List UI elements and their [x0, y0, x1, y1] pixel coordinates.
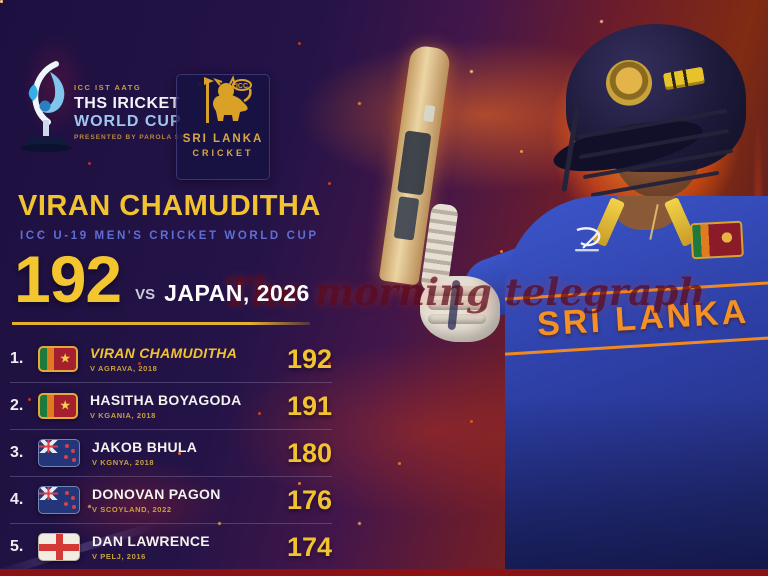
- bottom-red-strip: [0, 569, 768, 576]
- row-score: 174: [286, 531, 332, 562]
- slc-logo-title: SRI LANKA: [182, 133, 264, 145]
- svg-text:ICC: ICC: [236, 83, 248, 90]
- row-player: JAKOB BHULA V KGNYA, 2018: [92, 439, 197, 467]
- row-rank: 3.: [10, 444, 24, 461]
- icc-logo-title: THS IRICKET: [74, 94, 180, 112]
- page-title: VIRAN CHAMUDITHA: [18, 190, 321, 222]
- icc-logo-title2: WORLD CUP: [74, 112, 182, 130]
- row-rank: 2.: [10, 397, 24, 414]
- row-rank: 4.: [10, 491, 24, 508]
- glove-finger: [428, 314, 486, 324]
- flag-icon: [38, 346, 78, 372]
- flag-detail: [65, 444, 69, 448]
- row-player: VIRAN CHAMUDITHA V AGRAVA, 2018: [90, 345, 237, 373]
- row-score: 176: [286, 484, 332, 515]
- row-player: DONOVAN PAGON V SCOYLAND, 2022: [92, 486, 221, 514]
- row-name: DAN LAWRENCE: [92, 533, 210, 549]
- flag-detail: [39, 487, 58, 500]
- row-detail: V KGNYA, 2018: [92, 458, 155, 467]
- leaderboard-row: 3. JAKOB BHULA V KGNYA, 2018 180: [10, 429, 332, 476]
- vs-label: VS: [135, 285, 156, 303]
- u19-crest-icon: [575, 227, 601, 252]
- flag-detail: [39, 534, 79, 560]
- row-name: VIRAN CHAMUDITHA: [90, 345, 238, 361]
- flag-detail: [39, 440, 58, 453]
- flag-icon: [38, 486, 80, 514]
- row-player: DAN LAWRENCE V PELJ, 2016: [92, 533, 210, 561]
- helmet-badge-icon: [606, 60, 652, 106]
- row-detail: V AGRAVA, 2018: [90, 364, 158, 373]
- row-name: HASITHA BOYAGODA: [90, 392, 242, 408]
- big-score: 192: [14, 242, 122, 316]
- flag-icon: [38, 393, 78, 419]
- bat-sticker: [393, 196, 420, 241]
- batting-glove: [420, 276, 500, 342]
- slc-lion-icon: ICC: [204, 75, 252, 123]
- icc-world-cup-logo-icon: [20, 61, 72, 152]
- row-rank: 5.: [10, 538, 24, 555]
- ember-sparks-right: [0, 0, 3, 3]
- row-score: 191: [286, 390, 332, 421]
- slc-logo-subtitle: CRICKET: [192, 148, 254, 158]
- row-player: HASITHA BOYAGODA V KGANIA, 2018: [90, 392, 242, 420]
- event-subtitle: ICC U-19 MEN'S CRICKET WORLD CUP: [20, 230, 319, 242]
- icc-logo-text: ICC IST AATG THS IRICKET WORLD CUP PRESE…: [74, 84, 191, 141]
- row-detail: V KGANIA, 2018: [90, 411, 156, 420]
- jersey-shading: [505, 396, 768, 576]
- leaderboard-row: 5. DAN LAWRENCE V PELJ, 2016 174: [10, 523, 332, 570]
- row-score: 180: [286, 437, 332, 468]
- opponent-label: JAPAN, 2026: [164, 279, 310, 306]
- row-name: JAKOB BHULA: [92, 439, 198, 455]
- player-jersey: SRI LANKA: [505, 196, 768, 576]
- leaderboard-row: 1. VIRAN CHAMUDITHA V AGRAVA, 2018 192: [10, 336, 332, 382]
- sri-lanka-cricket-logo: ICC SRI LANKA CRICKET: [176, 74, 270, 180]
- icc-logo-topline: ICC IST AATG: [74, 83, 142, 92]
- flag-icon: [38, 439, 80, 467]
- flag-detail: [65, 491, 69, 495]
- row-detail: V SCOYLAND, 2022: [92, 505, 172, 514]
- leaderboard-row: 4. DONOVAN PAGON V SCOYLAND, 2022 176: [10, 476, 332, 523]
- row-name: DONOVAN PAGON: [92, 486, 221, 502]
- score-row: 192 VS JAPAN, 2026: [14, 242, 310, 316]
- bat-label: [423, 104, 436, 123]
- flag-icon: [38, 533, 80, 561]
- row-score: 192: [286, 343, 332, 374]
- row-detail: V PELJ, 2016: [92, 552, 146, 561]
- gold-divider: [12, 322, 310, 325]
- icc-logo-byline: PRESENTED BY PAROLA SRT: [74, 133, 191, 141]
- row-rank: 1.: [10, 350, 24, 367]
- leaderboard-row: 2. HASITHA BOYAGODA V KGANIA, 2018 191: [10, 382, 332, 429]
- leaderboard: 1. VIRAN CHAMUDITHA V AGRAVA, 2018 192 2…: [10, 336, 332, 570]
- watermark-text: The morning telegraph: [224, 270, 706, 314]
- bat-sticker: [397, 130, 432, 196]
- sri-lanka-flag-patch-icon: [690, 220, 744, 260]
